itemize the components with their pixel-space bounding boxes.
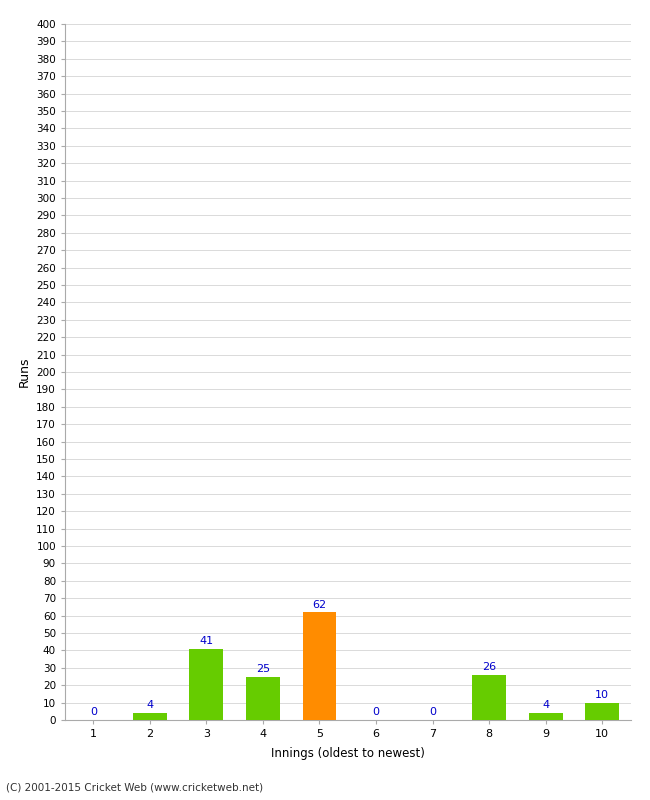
Text: 0: 0 [372, 707, 380, 718]
Y-axis label: Runs: Runs [18, 357, 31, 387]
Text: 26: 26 [482, 662, 496, 672]
Text: 41: 41 [200, 636, 213, 646]
Bar [133, 713, 167, 720]
Bar [302, 612, 337, 720]
Bar [528, 713, 563, 720]
Text: 10: 10 [595, 690, 609, 700]
Bar [189, 649, 224, 720]
Text: 25: 25 [256, 664, 270, 674]
Text: 0: 0 [429, 707, 436, 718]
Bar [585, 702, 619, 720]
Bar [246, 677, 280, 720]
Text: 4: 4 [542, 701, 549, 710]
Text: 62: 62 [313, 599, 326, 610]
Text: 4: 4 [146, 701, 153, 710]
Bar [472, 674, 506, 720]
Text: (C) 2001-2015 Cricket Web (www.cricketweb.net): (C) 2001-2015 Cricket Web (www.cricketwe… [6, 782, 264, 792]
Text: 0: 0 [90, 707, 97, 718]
X-axis label: Innings (oldest to newest): Innings (oldest to newest) [271, 747, 424, 760]
